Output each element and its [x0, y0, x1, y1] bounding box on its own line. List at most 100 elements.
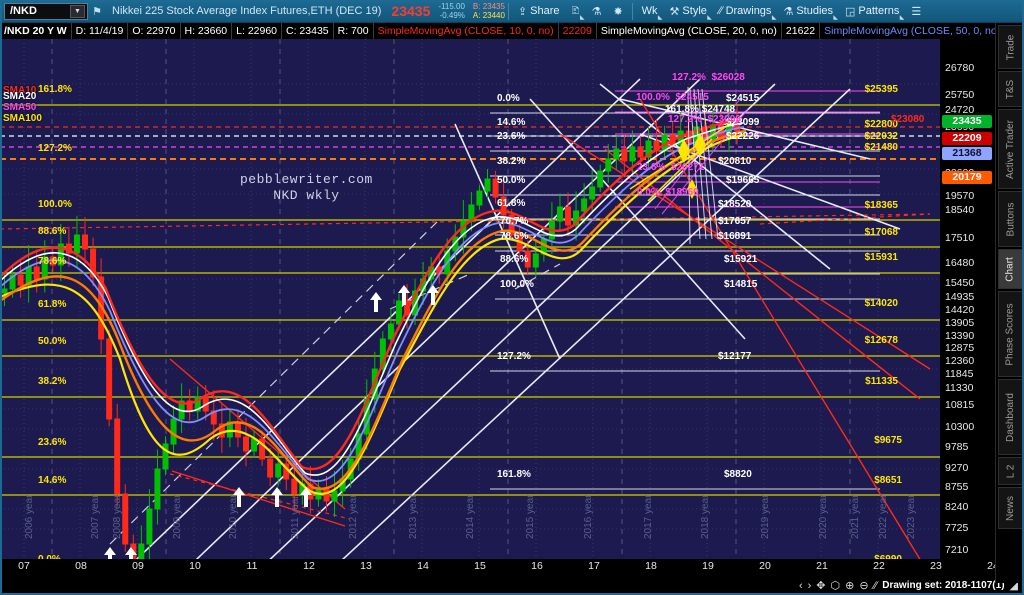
caret-icon: ◣: [833, 14, 839, 21]
divider: [507, 2, 509, 20]
price-axis-tag[interactable]: 20179: [942, 171, 992, 184]
sidebar-tab-label: News: [1005, 495, 1017, 521]
fan-lines: [687, 86, 719, 245]
price-chart[interactable]: pebblewriter.com NKD wkly 161.8% 127.2% 10…: [0, 39, 940, 559]
flag-icon[interactable]: ⚑: [92, 5, 102, 18]
fib-price-label-white: $8820: [724, 469, 752, 480]
fib-level-label: 50.0%: [38, 336, 67, 347]
year-watermark: 2021 year: [850, 494, 861, 539]
caret-icon: ◣: [899, 14, 905, 21]
patterns-button[interactable]: ◲ Patterns ◣: [839, 1, 905, 22]
symbol-text: /NKD: [10, 5, 37, 17]
fib-price-label-white: $17657: [718, 216, 752, 227]
price-axis-tick: 7725: [945, 522, 969, 534]
magnet-icon[interactable]: ⬡: [830, 580, 841, 592]
year-watermark: 2010 year: [228, 494, 239, 539]
study-sma10-label[interactable]: SimpleMovingAvg (CLOSE, 10, 0, no): [374, 23, 559, 39]
year-watermark: 2015 year: [525, 494, 536, 539]
fib-price-label-white: $18520: [718, 199, 752, 210]
bid-value: B: 23435: [472, 2, 505, 11]
fib-level-label: 61.8%: [38, 299, 67, 310]
study-sma20-label[interactable]: SimpleMovingAvg (CLOSE, 20, 0, no): [597, 23, 782, 39]
fib-price-label-white: $16891: [718, 231, 752, 242]
year-watermark: 2018 year: [700, 494, 711, 539]
year-watermark: 2019 year: [760, 494, 771, 539]
menu-button[interactable]: ☰: [905, 1, 927, 22]
sidebar-tab-chart[interactable]: Chart: [998, 249, 1023, 289]
price-axis-tick: 19570: [945, 190, 975, 202]
chart-canvas: [0, 39, 940, 559]
style-label: Style: [682, 5, 707, 17]
share-button[interactable]: ⇪ Share: [512, 1, 566, 22]
right-sidebar[interactable]: Trade T&S Active Trader Buttons Chart Ph…: [995, 23, 1024, 583]
studies-icon: ⚗: [783, 5, 794, 18]
sidebar-tab-phase-scores[interactable]: Phase Scores: [998, 291, 1023, 377]
gear-icon: ✸: [613, 5, 623, 18]
time-axis-tick: 11: [246, 560, 258, 572]
flask-button[interactable]: ⚗: [586, 1, 608, 22]
price-axis-tag[interactable]: 22209: [942, 132, 992, 145]
sma-orange-curve: [0, 129, 747, 490]
sidebar-tab-active-trader[interactable]: Active Trader: [998, 109, 1023, 189]
caret-icon: ◣: [771, 14, 777, 21]
price-change: -115.00 -0.49%: [438, 2, 465, 20]
sidebar-tab-news[interactable]: News: [998, 487, 1023, 529]
price-axis-tag[interactable]: 23435: [942, 115, 992, 128]
symbol-selector[interactable]: /NKD ▼: [4, 2, 88, 20]
next-icon[interactable]: ›: [807, 579, 812, 592]
time-axis-tick: 13: [360, 560, 372, 572]
style-button[interactable]: ⚒ Style ◣: [664, 1, 713, 22]
fib-price-label: $25395: [864, 84, 898, 95]
year-watermark: 2020 year: [818, 494, 829, 539]
time-axis[interactable]: 07 08 09 10 11 12 13 14 15 16 17 18 19 20 21 22 23 24: [0, 559, 999, 576]
caret-icon[interactable]: ◢: [1009, 580, 1018, 592]
divider: [631, 2, 633, 20]
crosshair-icon[interactable]: ✥: [816, 580, 826, 592]
fib-level-label: 14.6%: [38, 475, 67, 486]
fib-price-label-white: $14815: [724, 279, 758, 290]
year-watermark: 2013 year: [408, 494, 419, 539]
fib-label-magenta: 127.2% $26028: [672, 72, 745, 83]
info-open: O: 22970: [128, 23, 181, 39]
study-sma50-label[interactable]: SimpleMovingAvg (CLOSE, 50, 0, no): [820, 23, 1006, 39]
sma10-curve: [0, 117, 743, 471]
time-axis-tick: 20: [759, 560, 771, 572]
sidebar-tab-trade[interactable]: Trade: [998, 25, 1023, 69]
price-axis[interactable]: 2678025750247202369022660216302060019570…: [940, 39, 995, 559]
time-axis-tick: 09: [132, 560, 144, 572]
price-axis-tick: 11845: [945, 368, 974, 380]
settings-button[interactable]: ✸: [607, 1, 628, 22]
fib-price-label-white: $23099: [726, 117, 760, 128]
fib-price-label-white: $12177: [718, 351, 752, 362]
timeframe-button[interactable]: Wk ◣: [636, 1, 664, 22]
sidebar-tab-dashboard[interactable]: Dashboard: [998, 379, 1023, 455]
fib-level-label-white: 78.6%: [500, 231, 529, 242]
prev-icon[interactable]: ‹: [798, 579, 803, 592]
sidebar-tab-l-2[interactable]: L 2: [998, 457, 1023, 485]
note-button[interactable]: 🗈 ◣: [566, 1, 586, 22]
ask-value: A: 23440: [472, 11, 505, 20]
studies-label: Studies: [796, 5, 834, 17]
studies-button[interactable]: ⚗ Studies ◣: [777, 1, 839, 22]
ruler-icon[interactable]: ∕∕: [873, 579, 878, 592]
sidebar-tab-t-s[interactable]: T&S: [998, 71, 1023, 107]
sidebar-tab-label: T&S: [1004, 79, 1016, 99]
sidebar-tab-buttons[interactable]: Buttons: [998, 191, 1023, 247]
time-axis-tick: 19: [702, 560, 714, 572]
price-axis-tick: 10815: [945, 399, 975, 411]
drawing-set-label[interactable]: Drawing set: 2018-1107(1): [882, 580, 1005, 591]
drawings-label: Drawings: [725, 5, 772, 17]
top-toolbar: /NKD ▼ ⚑ Nikkei 225 Stock Average Index …: [0, 0, 1024, 23]
flask-icon: ⚗: [591, 5, 602, 18]
patterns-icon: ◲: [845, 5, 856, 18]
fib-label-magenta: 23.6% $20271: [637, 162, 705, 173]
drawings-button[interactable]: ∕∕ Drawings ◣: [713, 1, 778, 22]
fib-lines-magenta: [615, 90, 880, 208]
chevron-down-icon[interactable]: ▼: [70, 4, 85, 18]
zoom-in-icon[interactable]: ⊕: [845, 580, 855, 592]
info-low: L: 22960: [232, 23, 283, 39]
fib-overlap-label: 161.8% $24748: [665, 104, 736, 115]
zoom-out-icon[interactable]: ⊖: [859, 580, 869, 592]
price-axis-tag[interactable]: 21368: [942, 147, 992, 160]
fib-level-label-white: 161.8%: [497, 469, 531, 480]
